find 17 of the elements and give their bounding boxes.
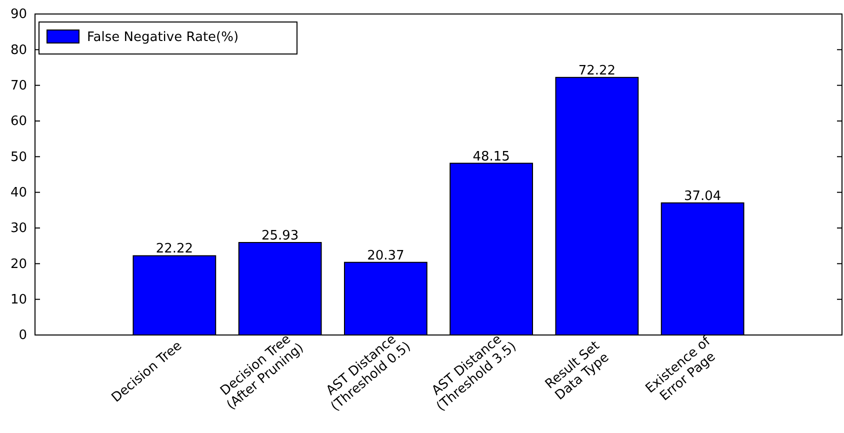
y-tick-label: 90 [10,7,27,22]
y-tick-label: 40 [10,185,27,200]
y-tick-label: 10 [10,292,27,308]
y-tick-label: 20 [10,256,27,272]
data-label: 20.37 [367,248,404,264]
y-tick-label: 30 [10,221,27,236]
y-tick-label: 70 [10,78,27,94]
data-label: 48.15 [472,149,510,164]
data-label: 37.04 [684,188,722,204]
data-label: 72.22 [578,63,616,78]
y-tick-label: 50 [10,150,27,165]
legend-label: False Negative Rate(%) [87,30,239,45]
data-label: 25.93 [261,228,299,244]
y-tick-label: 80 [10,42,27,58]
data-label: 22.22 [156,242,194,257]
y-tick-label: 0 [18,328,27,344]
y-tick-label: 60 [10,114,27,130]
